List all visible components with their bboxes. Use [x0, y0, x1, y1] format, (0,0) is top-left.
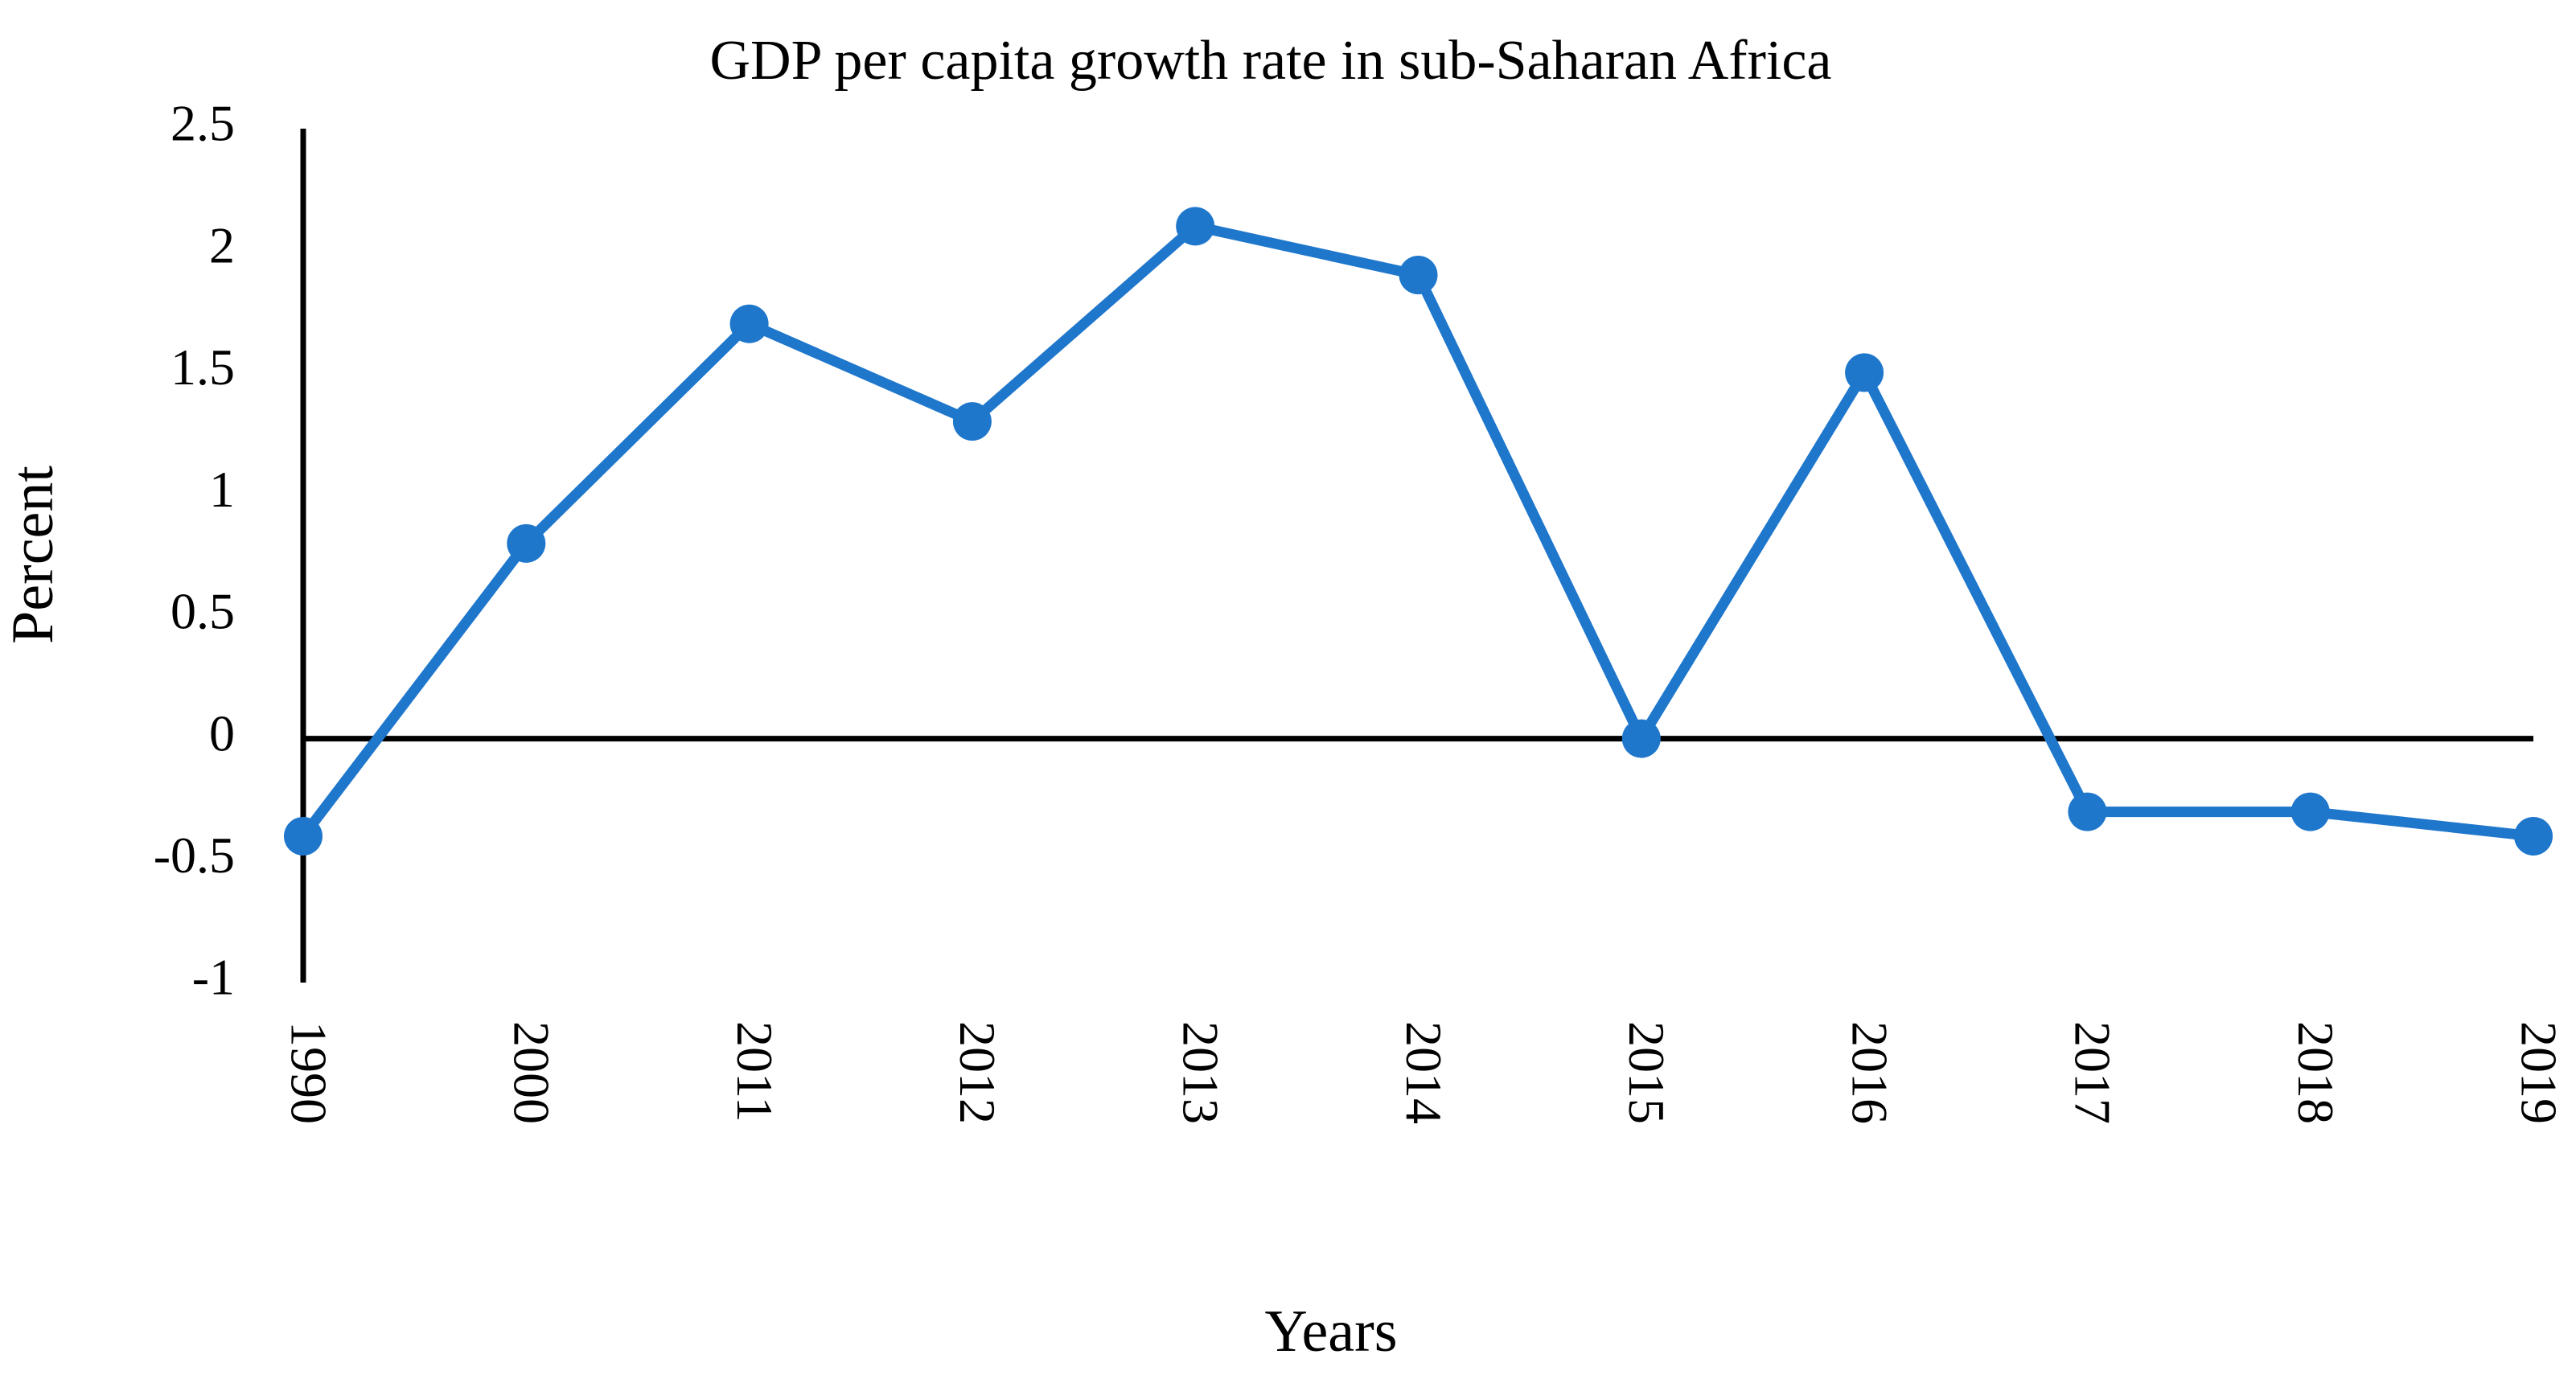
y-axis-title: Percent — [0, 466, 66, 644]
data-point — [2514, 816, 2553, 856]
data-point — [1399, 256, 1438, 295]
x-tick-label: 2016 — [1841, 1021, 1898, 1124]
x-tick-label: 2019 — [2510, 1021, 2567, 1124]
y-tick-label: 2.5 — [171, 95, 235, 152]
x-tick-label: 2013 — [1173, 1021, 1230, 1124]
x-tick-label: 2014 — [1395, 1021, 1452, 1124]
data-point — [1176, 207, 1215, 246]
data-point — [2290, 792, 2330, 831]
y-tick-label: 1.5 — [171, 339, 235, 396]
chart-title: GDP per capita growth rate in sub-Sahara… — [710, 30, 1832, 92]
data-point — [507, 523, 546, 563]
data-point — [952, 402, 992, 441]
x-tick-label: 2012 — [949, 1021, 1006, 1124]
y-tick-label: 0.5 — [171, 583, 235, 640]
x-tick-label: 2000 — [503, 1021, 561, 1124]
x-tick-label: 2015 — [1618, 1021, 1675, 1124]
data-point — [729, 304, 769, 343]
x-tick-label: 1990 — [280, 1021, 337, 1124]
series-line — [298, 220, 2539, 842]
y-axis-tick-labels: 2.5 2 1.5 1 0.5 0 -0.5 -1 — [154, 95, 235, 1006]
x-tick-label: 2011 — [726, 1021, 783, 1122]
x-tick-label: 2017 — [2064, 1021, 2122, 1124]
y-tick-label: -0.5 — [154, 827, 235, 884]
y-tick-label: 2 — [209, 216, 235, 273]
y-tick-label: -1 — [192, 949, 235, 1006]
x-axis-title: Years — [1264, 1299, 1397, 1365]
x-axis-tick-labels: 1990 2000 2011 2012 2013 2014 2015 2016 2017 2018… — [280, 1021, 2567, 1124]
y-tick-label: 1 — [209, 461, 235, 518]
data-point — [284, 816, 323, 856]
data-points — [284, 207, 2553, 856]
data-point — [1621, 719, 1661, 758]
data-point — [2068, 792, 2107, 831]
data-point — [1845, 353, 1884, 392]
x-tick-label: 2018 — [2287, 1021, 2344, 1124]
y-tick-label: 0 — [209, 704, 235, 761]
